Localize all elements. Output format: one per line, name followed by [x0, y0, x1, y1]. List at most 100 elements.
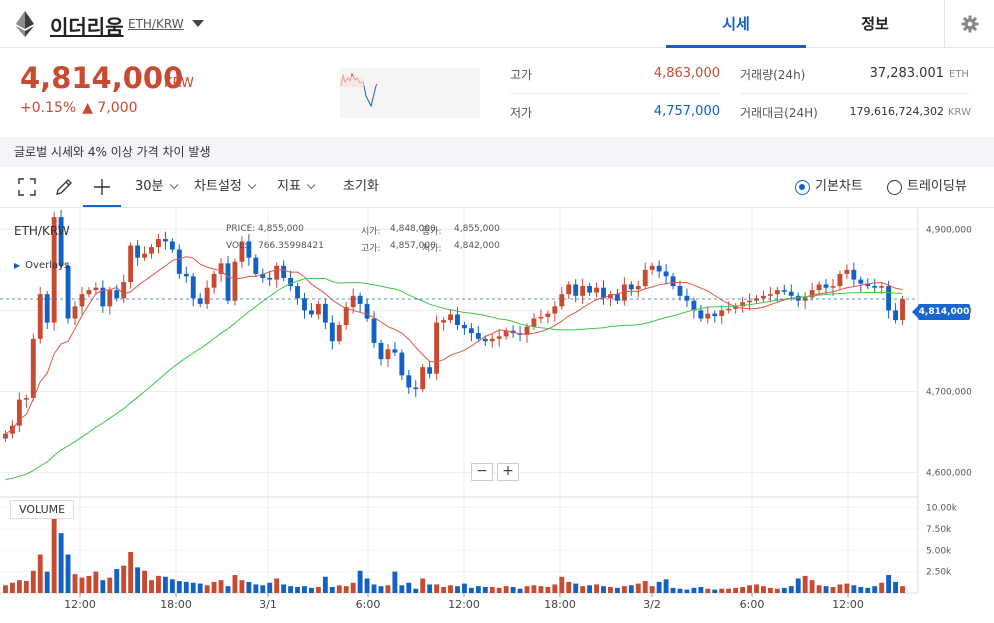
moving-average-short-line	[5, 256, 903, 435]
volume-bar	[587, 585, 593, 593]
volume-bar	[357, 570, 363, 593]
candlestick-chart[interactable]: 4,900,0004,800,0004,700,0004,600,00010.0…	[0, 209, 994, 623]
coin-name[interactable]: 이더리움	[50, 15, 124, 39]
indicators-dropdown[interactable]: 지표	[277, 167, 312, 207]
basic-chart-radio[interactable]	[795, 180, 810, 195]
interval-select[interactable]: 30분	[135, 167, 175, 207]
volume-bar	[858, 587, 864, 593]
volume-bar	[510, 587, 516, 593]
reset-button[interactable]: 초기화	[343, 179, 379, 194]
candle-body	[128, 245, 134, 283]
volume-bar	[274, 578, 280, 593]
volume-bar	[149, 580, 154, 593]
volume-bar	[733, 587, 739, 593]
candle-body	[635, 286, 641, 290]
tradingview-label[interactable]: 트레이딩뷰	[907, 179, 967, 194]
volume-bar	[65, 554, 71, 593]
tab-info[interactable]: 정보	[861, 15, 889, 33]
volume-bar	[677, 588, 683, 593]
candle-body	[886, 286, 892, 311]
candle-body	[858, 279, 864, 284]
candle-body	[413, 387, 419, 390]
amount-24h-value: 179,616,724,302	[849, 105, 944, 118]
candle-body	[621, 284, 627, 301]
coin-select-chevron-down-icon[interactable]	[192, 20, 204, 27]
basic-chart-label[interactable]: 기본차트	[815, 179, 863, 194]
fullscreen-icon[interactable]	[16, 176, 38, 198]
time-axis-tick-label: 6:00	[740, 598, 765, 611]
volume-bar	[573, 583, 579, 593]
volume-bar	[684, 589, 690, 593]
volume-axis-tick-label: 2.50k	[926, 568, 952, 578]
volume-bar	[406, 582, 412, 593]
volume-axis-tick-label: 10.00k	[926, 504, 958, 514]
volume-bar	[37, 554, 43, 593]
volume-bar	[107, 577, 113, 593]
volume-bar	[608, 587, 613, 593]
volume-bar	[879, 582, 885, 593]
candle-body	[809, 290, 815, 298]
ohlc-high-label: 고가:	[361, 244, 381, 254]
settings-button[interactable]	[944, 0, 994, 48]
candle-body	[503, 330, 509, 337]
volume-bar	[225, 586, 231, 593]
volume-bar	[156, 575, 161, 593]
candle-body	[587, 286, 593, 293]
zoom-in-button[interactable]: +	[497, 463, 519, 481]
volume-bar	[893, 581, 899, 593]
volume-bar	[93, 571, 99, 593]
volume-bar	[392, 571, 398, 593]
volume-bar	[482, 587, 488, 593]
crosshair-active-indicator	[83, 205, 121, 207]
tab-price[interactable]: 시세	[666, 0, 806, 48]
volume-bar	[781, 587, 787, 593]
pencil-draw-icon[interactable]	[53, 176, 75, 198]
candle-body	[225, 263, 231, 301]
chart-toolbar: 30분 차트설정 지표 초기화 기본차트 트레이딩뷰	[0, 167, 994, 208]
candle-body	[364, 303, 370, 319]
candle-body	[156, 239, 161, 248]
candle-body	[79, 294, 85, 307]
ohlc-close-label: 종가:	[422, 227, 442, 237]
candle-body	[183, 273, 189, 277]
candle-body	[816, 284, 822, 291]
volume-bar	[663, 579, 669, 593]
zoom-out-button[interactable]: −	[471, 463, 493, 481]
coin-pair[interactable]: ETH/KRW	[128, 17, 184, 31]
stat-divider	[510, 93, 720, 94]
candle-body	[357, 295, 363, 304]
price-chart-area[interactable]: 4,900,0004,800,0004,700,0004,600,00010.0…	[0, 209, 994, 623]
time-axis-tick-label: 12:00	[832, 598, 864, 611]
volume-bar	[545, 587, 551, 593]
volume-24h-unit: ETH	[949, 69, 969, 80]
crosshair-icon[interactable]	[91, 176, 113, 198]
volume-bar	[809, 580, 815, 593]
candle-body	[496, 336, 502, 339]
overlays-toggle[interactable]: Overlays	[14, 260, 69, 271]
price-panel: 4,814,000 KRW +0.15% ▲ 7,000 고가 4,863,000…	[0, 48, 994, 137]
candle-body	[197, 298, 203, 304]
volume-pane-label: VOLUME	[10, 500, 75, 519]
volume-bar	[315, 587, 321, 593]
candle-body	[371, 318, 377, 343]
ohlc-vol-label: VOL:	[226, 241, 248, 251]
volume-bar	[517, 588, 523, 593]
price-axis-tick-label: 4,700,000	[926, 388, 972, 398]
candle-body	[72, 306, 78, 319]
tradingview-radio[interactable]	[887, 180, 902, 195]
volume-bar	[649, 586, 655, 593]
candle-body	[781, 290, 787, 292]
candle-body	[149, 247, 154, 254]
volume-bar	[169, 579, 175, 593]
candle-body	[538, 316, 544, 319]
volume-bar	[253, 584, 259, 593]
volume-bar	[566, 581, 572, 593]
chart-settings-dropdown[interactable]: 차트설정	[194, 167, 253, 207]
price-gap-notice: 글로벌 시세와 4% 이상 가격 차이 발생	[0, 137, 994, 167]
candle-body	[267, 277, 273, 280]
volume-bar	[837, 584, 843, 593]
volume-bar	[621, 586, 627, 593]
volume-bar	[691, 587, 697, 593]
candle-body	[774, 290, 780, 295]
mini-price-chart	[340, 68, 480, 118]
